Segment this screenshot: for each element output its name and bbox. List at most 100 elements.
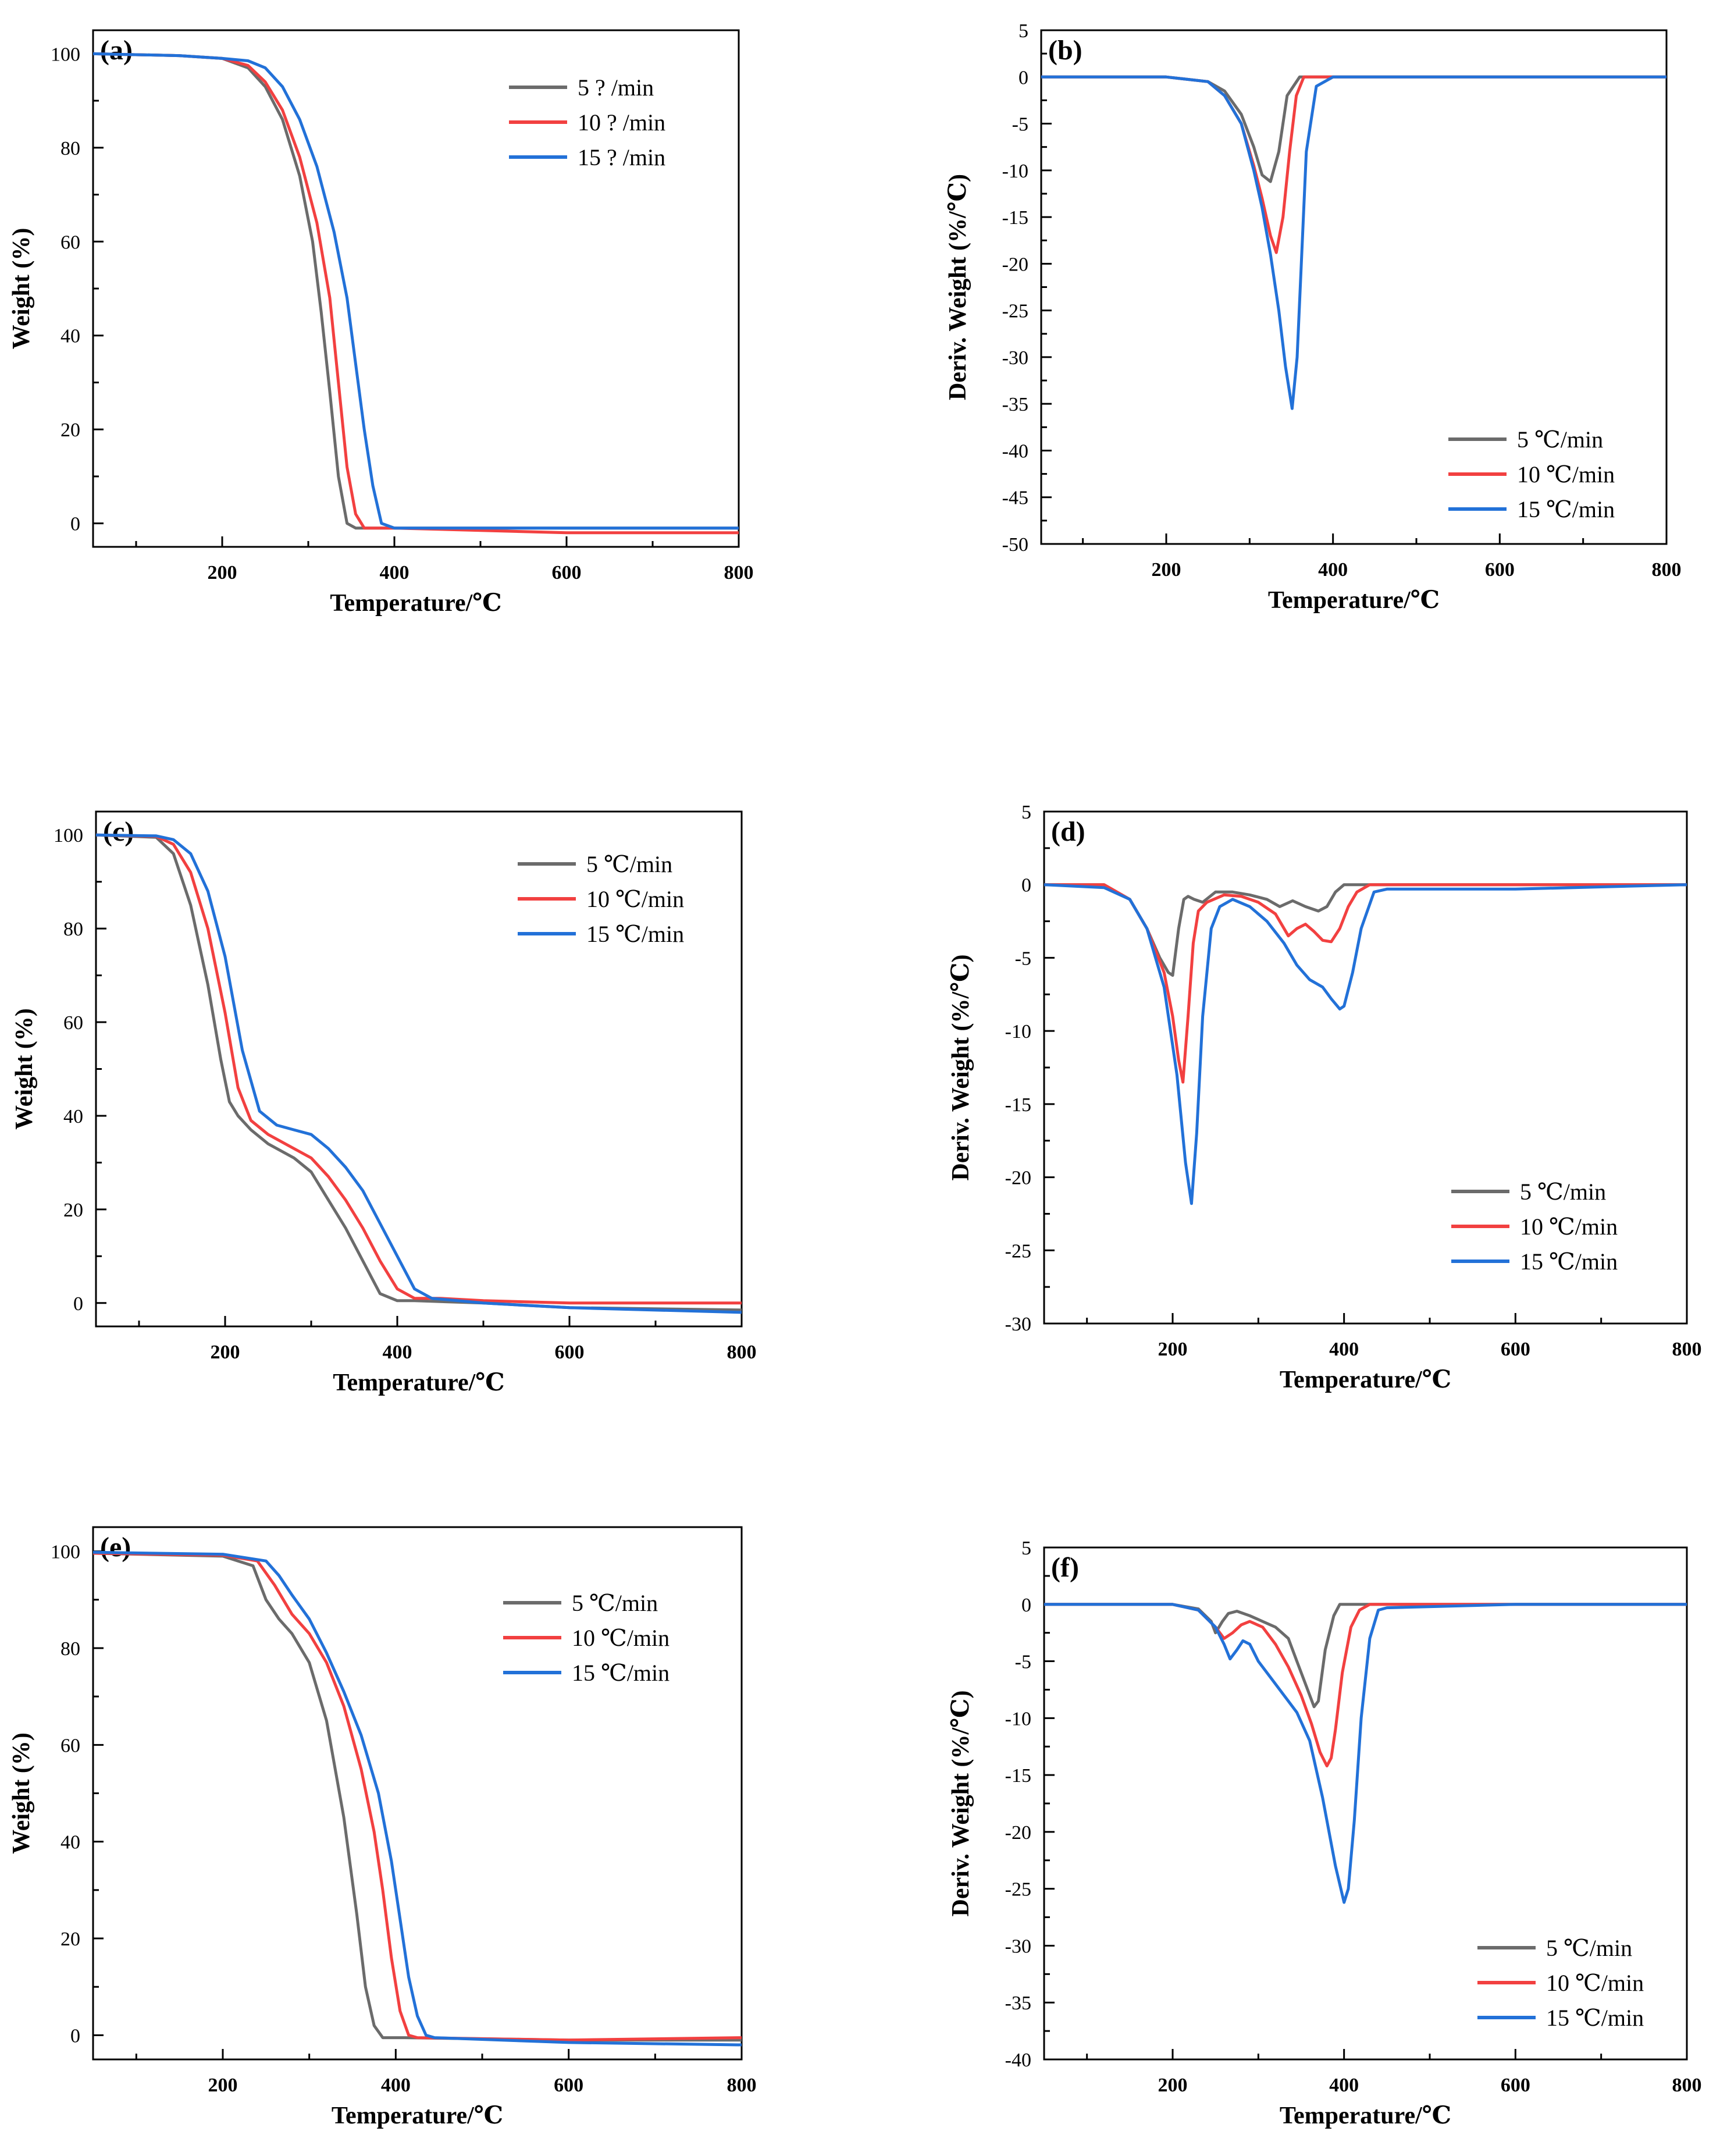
legend-label: 15 ℃/min: [1546, 2005, 1644, 2031]
panel-label: (a): [100, 35, 133, 66]
legend-label: 5 ℃/min: [572, 1590, 658, 1616]
legend: 5 ℃/min 10 ℃/min 15 ℃/min: [1477, 1935, 1644, 2031]
series-line-3: [1041, 75, 1666, 410]
series-line-2: [93, 1552, 742, 2042]
y-tick-label: 0: [73, 1293, 83, 1315]
x-axis-title: Temperature/℃: [333, 1369, 504, 1396]
panel-c: 200 400 600 800 0 20 40 60 80 100 Temperature/℃ Wei…: [11, 810, 757, 1396]
x-tick-label: 200: [208, 2075, 238, 2096]
x-tick-label: 800: [1672, 1339, 1702, 1360]
y-tick-label: -15: [1005, 1765, 1031, 1787]
y-tick-label: 40: [60, 1832, 80, 1853]
y-tick-label: -15: [1002, 207, 1028, 229]
y-tick-label: 5: [1021, 802, 1031, 823]
y-axis-title: Deriv. Weight (%/℃): [948, 1690, 974, 1916]
x-tick-label: 200: [1152, 559, 1181, 581]
y-tick-label: -5: [1015, 1652, 1031, 1673]
y-tick-label: -30: [1002, 347, 1028, 369]
legend-label: 15 ℃/min: [1517, 496, 1615, 522]
panel-label: (d): [1051, 816, 1085, 847]
y-tick-label: -20: [1002, 254, 1028, 275]
x-tick-label: 600: [554, 2075, 583, 2096]
x-tick-label: 600: [1501, 1339, 1530, 1360]
y-tick-label: -5: [1015, 948, 1031, 969]
y-tick-label: 20: [63, 1200, 83, 1221]
y-tick-label: -10: [1005, 1708, 1031, 1730]
series-line-2: [93, 52, 739, 535]
y-axis-title: Deriv. Weight (%/℃): [945, 174, 971, 400]
x-tick-label: 200: [1158, 2075, 1188, 2096]
legend-label: 10 ℃/min: [586, 886, 684, 912]
y-tick-label: -50: [1002, 534, 1028, 556]
legend-label: 5 ℃/min: [586, 851, 672, 877]
panel-a: 200 400 600 800 0 20 40 60 80 100 Temperature/℃ Wei…: [8, 29, 754, 617]
y-tick-label: 0: [70, 2025, 80, 2047]
x-tick-label: 400: [380, 562, 409, 584]
panel-e: 200 400 600 800 0 20 40 60 80 100 Temperature/℃ Wei…: [8, 1526, 757, 2129]
y-tick-label: -20: [1005, 1168, 1031, 1189]
series-line-1: [1041, 75, 1666, 183]
panel-label: (b): [1048, 35, 1082, 66]
x-tick-label: 200: [1158, 1339, 1188, 1360]
y-tick-label: -35: [1005, 1993, 1031, 2014]
legend: 5 ℃/min 10 ℃/min 15 ℃/min: [1448, 426, 1615, 522]
y-tick-label: 80: [63, 919, 83, 940]
x-tick-label: 600: [1501, 2075, 1530, 2096]
y-tick-label: -25: [1005, 1879, 1031, 1901]
series-line-3: [93, 52, 739, 530]
x-tick-label: 400: [381, 2075, 411, 2096]
legend-label: 10 ℃/min: [1517, 461, 1615, 488]
panel-label: (e): [100, 1532, 131, 1563]
x-axis-title: Temperature/℃: [332, 2102, 503, 2129]
y-tick-label: 0: [1021, 1595, 1031, 1616]
panel-b: 200 400 600 800 5 0 -5 -10 -15 -20 -25 -30 -35 -40 -45…: [945, 20, 1682, 614]
y-axis-title: Weight (%): [8, 1732, 35, 1854]
y-tick-label: 20: [60, 419, 80, 441]
x-tick-label: 400: [383, 1342, 412, 1363]
y-axis-title: Deriv. Weight (%/℃): [948, 954, 974, 1180]
y-tick-label: -10: [1005, 1021, 1031, 1043]
x-axis-title: Temperature/℃: [1280, 1367, 1451, 1393]
legend-label: 15 ℃/min: [572, 1660, 670, 1686]
y-tick-label: 5: [1019, 20, 1028, 42]
legend-label: 15 ? /min: [578, 144, 665, 170]
y-tick-label: -45: [1002, 488, 1028, 509]
legend: 5 ? /min 10 ? /min 15 ? /min: [509, 74, 665, 170]
y-tick-label: 40: [63, 1106, 83, 1127]
series-line-1: [1044, 883, 1687, 977]
legend-label: 15 ℃/min: [1520, 1248, 1618, 1275]
legend-label: 10 ℃/min: [1520, 1214, 1618, 1240]
series-line-2: [1044, 883, 1687, 1084]
series-line-1: [93, 1552, 742, 2042]
x-tick-label: 400: [1329, 1339, 1359, 1360]
legend-label: 10 ? /min: [578, 109, 665, 136]
x-axis-title: Temperature/℃: [330, 590, 501, 617]
x-tick-label: 600: [555, 1342, 585, 1363]
series-line-3: [1044, 883, 1687, 1205]
x-axis-title: Temperature/℃: [1280, 2102, 1451, 2129]
legend: 5 ℃/min 10 ℃/min 15 ℃/min: [503, 1590, 670, 1686]
y-tick-label: -25: [1002, 301, 1028, 322]
y-tick-label: 0: [1021, 875, 1031, 896]
y-tick-label: 0: [70, 514, 80, 535]
legend-label: 15 ℃/min: [586, 921, 684, 947]
legend: 5 ℃/min 10 ℃/min 15 ℃/min: [518, 851, 684, 947]
y-tick-label: -30: [1005, 1314, 1031, 1335]
y-tick-label: 5: [1021, 1538, 1031, 1559]
y-tick-label: -20: [1005, 1822, 1031, 1844]
y-axis-title: Weight (%): [11, 1008, 38, 1130]
x-tick-label: 400: [1318, 559, 1348, 581]
series-line-3: [1044, 1603, 1687, 1904]
y-tick-label: -25: [1005, 1240, 1031, 1262]
y-tick-label: -40: [1005, 2050, 1031, 2071]
x-tick-label: 800: [1672, 2075, 1702, 2096]
legend-label: 10 ℃/min: [1546, 1970, 1644, 1996]
y-tick-label: -5: [1012, 114, 1028, 136]
y-tick-label: 60: [60, 232, 80, 253]
y-tick-label: 80: [60, 1638, 80, 1660]
panel-label: (c): [103, 816, 134, 847]
y-axis-title: Weight (%): [8, 228, 35, 350]
series-line-3: [93, 1550, 742, 2047]
plot-frame: [92, 29, 740, 548]
y-tick-label: 40: [60, 326, 80, 347]
